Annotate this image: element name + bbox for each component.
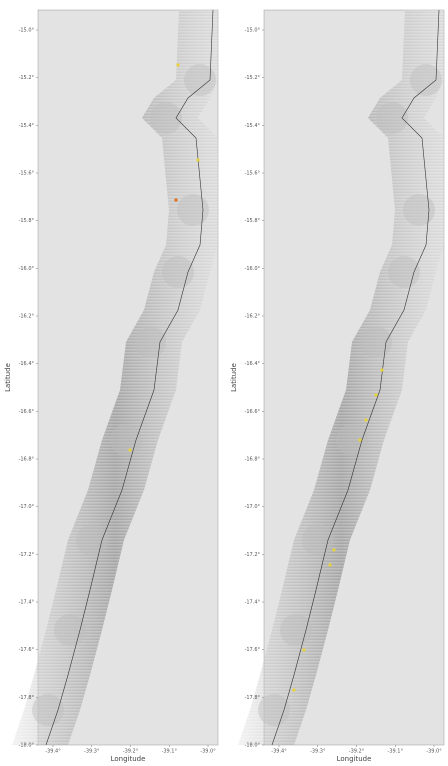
coastal-blob — [388, 256, 420, 288]
y-tick-label: -16.4° — [19, 361, 35, 367]
y-tick-label: -17.6° — [245, 647, 261, 653]
y-tick-label: -17.0° — [19, 504, 35, 510]
x-tick-label: -39.3° — [310, 749, 326, 755]
y-tick-label: -18.0° — [19, 743, 35, 749]
x-tick-label: -39.2° — [123, 749, 139, 755]
coastal-blob — [162, 256, 194, 288]
coastal-blob — [403, 194, 435, 226]
y-tick-label: -16.8° — [19, 457, 35, 463]
y-tick-label: -15.4° — [245, 123, 261, 129]
y-tick-label: -17.2° — [19, 552, 35, 558]
y-tick-label: -15.0° — [19, 28, 35, 34]
observation-point — [328, 563, 331, 566]
coastal-blob — [134, 326, 166, 358]
observation-point — [380, 368, 383, 371]
y-tick-label: -15.4° — [19, 123, 35, 129]
map-panel: -15.0° -15.2° -15.4° -15.6° -15.8° -16.0° -16.… — [230, 10, 444, 763]
coastal-blob — [258, 694, 290, 726]
coastal-blob — [150, 102, 182, 134]
observation-point — [196, 158, 199, 161]
x-tick-label: -39.3° — [84, 749, 100, 755]
y-tick-label: -15.6° — [245, 171, 261, 177]
y-tick-label: -16.0° — [19, 266, 35, 272]
y-tick-label: -17.6° — [19, 647, 35, 653]
coastal-blob — [302, 524, 334, 556]
x-tick-label: -39.1° — [162, 749, 178, 755]
x-tick-label: -39.0° — [426, 749, 442, 755]
observation-point — [364, 418, 367, 421]
x-tick-label: -39.4° — [45, 749, 61, 755]
y-tick-label: -17.8° — [245, 695, 261, 701]
coastal-blob — [360, 326, 392, 358]
observation-point — [302, 648, 305, 651]
coastal-blob — [184, 64, 216, 96]
observation-point — [292, 688, 295, 691]
y-tick-label: -16.8° — [245, 457, 261, 463]
y-tick-label: -16.2° — [245, 314, 261, 320]
coastal-blob — [32, 694, 64, 726]
coastal-blob — [336, 424, 368, 456]
y-tick-label: -17.2° — [245, 552, 261, 558]
y-tick-label: -17.4° — [19, 600, 35, 606]
y-tick-label: -15.2° — [245, 75, 261, 81]
x-tick-label: -39.4° — [271, 749, 287, 755]
coastal-blob — [376, 102, 408, 134]
y-tick-label: -16.2° — [19, 314, 35, 320]
y-tick-label: -16.6° — [19, 409, 35, 415]
x-tick-label: -39.0° — [200, 749, 216, 755]
y-tick-label: -17.0° — [245, 504, 261, 510]
coastal-blob — [280, 614, 312, 646]
y-tick-label: -15.2° — [19, 75, 35, 81]
observation-point — [358, 438, 361, 441]
y-axis-label: Latitude — [230, 363, 238, 392]
map-panel: -15.0° -15.2° -15.4° -15.6° -15.8° -16.0° -16.… — [4, 10, 218, 763]
observation-point — [174, 198, 178, 202]
observation-point — [374, 393, 377, 396]
x-tick-label: -39.2° — [349, 749, 365, 755]
coastal-blob — [177, 194, 209, 226]
observation-point — [176, 63, 179, 66]
observation-point — [128, 448, 131, 451]
y-tick-label: -17.8° — [19, 695, 35, 701]
y-tick-label: -16.0° — [245, 266, 261, 272]
figure: -15.0° -15.2° -15.4° -15.6° -15.8° -16.0° -16.… — [0, 0, 448, 766]
y-tick-label: -18.0° — [245, 743, 261, 749]
y-tick-label: -15.8° — [245, 218, 261, 224]
observation-point — [332, 548, 335, 551]
x-axis-label: Longitude — [337, 755, 372, 763]
x-axis-label: Longitude — [111, 755, 146, 763]
y-tick-label: -15.6° — [19, 171, 35, 177]
y-tick-label: -16.6° — [245, 409, 261, 415]
y-tick-label: -15.8° — [19, 218, 35, 224]
coastal-blob — [110, 424, 142, 456]
coastal-blob — [54, 614, 86, 646]
y-axis-label: Latitude — [4, 363, 12, 392]
y-tick-label: -15.0° — [245, 28, 261, 34]
y-tick-label: -16.4° — [245, 361, 261, 367]
coastal-blob — [76, 524, 108, 556]
x-tick-label: -39.1° — [388, 749, 404, 755]
coastal-blob — [410, 64, 442, 96]
y-tick-label: -17.4° — [245, 600, 261, 606]
